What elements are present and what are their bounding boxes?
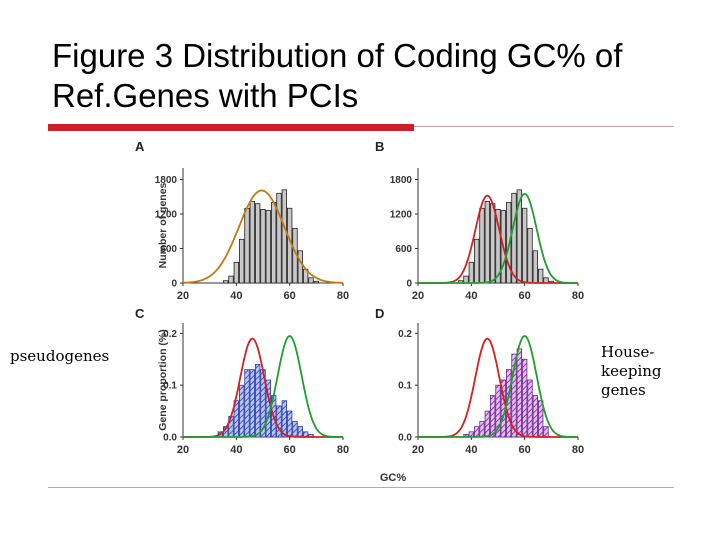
bar-B (473, 238, 480, 284)
bar-D (532, 395, 539, 438)
bar-D (473, 426, 480, 438)
bar-B (463, 275, 469, 284)
x-tick-label: 20 (412, 444, 424, 456)
bar-A (233, 261, 239, 284)
title-underline (414, 126, 674, 127)
bar-B (521, 207, 528, 284)
bar-A (249, 200, 255, 284)
bar-B (537, 268, 544, 284)
bar-A (255, 203, 261, 284)
y-tick-label: 0.2 (398, 329, 412, 340)
panel-letter-D: D (375, 306, 384, 321)
pseudogenes-label: pseudogenes (10, 347, 110, 365)
y-tick-label: 0.2 (163, 329, 177, 340)
bar-D (527, 379, 533, 438)
bar-A (276, 192, 282, 284)
bar-D (484, 410, 491, 438)
fit-curve-B (418, 192, 578, 284)
x-tick-label: 80 (337, 444, 349, 456)
x-tick-label: 60 (284, 444, 296, 456)
bar-A (260, 209, 266, 284)
y-tick-label: 0.0 (398, 433, 412, 444)
bar-B (489, 203, 496, 284)
bar-C (286, 410, 293, 438)
bar-A (228, 275, 234, 284)
gc-distribution-chart: A 0 600 1200 1800 20 40 60 80 Number of genes B 0 60… (135, 139, 584, 484)
bar-D (479, 421, 485, 438)
y-tick-label: 600 (160, 244, 177, 255)
fit-curve-A (182, 189, 344, 284)
bar-C (276, 405, 282, 438)
x-tick-label: 80 (572, 444, 584, 456)
bar-D (495, 384, 501, 438)
bar-B (527, 227, 533, 284)
bar-A (223, 280, 229, 284)
bar-C (292, 421, 298, 438)
bar-C (249, 369, 255, 438)
bar-B (495, 209, 501, 284)
y-axis-label-C: Gene proportion (%) (157, 329, 169, 431)
bar-A (270, 202, 277, 284)
fit-curve-C (183, 335, 343, 438)
bar-B (479, 207, 485, 284)
bar-D (516, 348, 523, 438)
bar-A (244, 207, 250, 284)
bar-D (511, 353, 517, 438)
x-tick-label: 20 (412, 290, 424, 302)
y-tick-label: 1200 (155, 210, 178, 221)
y-axis-label-A: Number of genes (157, 182, 169, 268)
panel-letter-C: C (135, 306, 145, 321)
x-tick-label: 60 (519, 444, 531, 456)
x-tick-label: 40 (465, 290, 477, 302)
bar-C (239, 384, 245, 438)
slide-title: Figure 3 Distribution of Coding GC% of R… (52, 37, 623, 114)
y-tick-label: 1800 (155, 175, 178, 186)
x-tick-label: 40 (230, 290, 242, 302)
bar-B (532, 250, 539, 284)
bar-A (297, 250, 303, 284)
x-tick-label: 80 (337, 290, 349, 302)
y-tick-label: 0.1 (398, 381, 412, 392)
y-tick-label: 0.0 (163, 433, 177, 444)
bar-B (511, 192, 517, 284)
y-tick-label: 0.1 (163, 381, 177, 392)
bar-A (281, 189, 287, 284)
x-tick-label: 60 (284, 290, 296, 302)
bottom-rule (48, 487, 674, 488)
bar-A (313, 280, 319, 284)
y-tick-label: 0 (171, 279, 177, 290)
x-axis-label: GC% (380, 472, 407, 484)
x-tick-label: 40 (465, 444, 477, 456)
y-tick-label: 1800 (390, 175, 413, 186)
x-tick-label: 20 (177, 444, 189, 456)
bar-A (239, 238, 245, 284)
figure-panel: A 0 600 1200 1800 20 40 60 80 Number of genes B 0 60… (131, 136, 591, 484)
y-tick-label: 0 (406, 279, 412, 290)
bar-D (489, 395, 496, 438)
x-tick-label: 40 (230, 444, 242, 456)
bar-C (297, 426, 303, 438)
panel-letter-B: B (375, 139, 384, 154)
bar-A (308, 277, 314, 284)
bar-D (543, 426, 549, 438)
bar-C (244, 369, 250, 438)
fit-curve-D (418, 335, 578, 438)
x-tick-label: 80 (572, 290, 584, 302)
bar-C (281, 400, 287, 438)
y-tick-label: 1200 (390, 210, 413, 221)
x-tick-label: 20 (177, 290, 189, 302)
panel-letter-A: A (135, 139, 145, 154)
bar-B (516, 189, 523, 284)
x-tick-label: 60 (519, 290, 531, 302)
bar-B (484, 200, 491, 284)
bar-D (521, 358, 528, 438)
y-tick-label: 600 (395, 244, 412, 255)
bar-C (255, 364, 261, 438)
housekeeping-label: House- keeping genes (601, 343, 662, 399)
bar-A (265, 210, 271, 284)
bar-B (468, 261, 475, 284)
title-accent-bar (48, 124, 414, 131)
